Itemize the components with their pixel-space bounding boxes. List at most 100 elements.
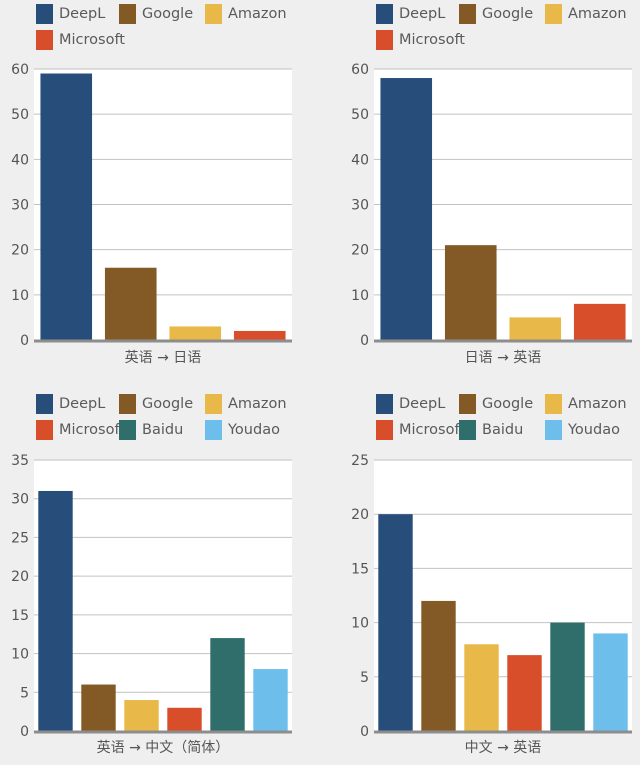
legend-item-youdao: Youdao <box>205 419 280 441</box>
y-tick-label: 25 <box>351 453 369 469</box>
y-tick-label: 40 <box>11 152 29 168</box>
y-tick-label: 60 <box>11 62 29 78</box>
plot-area <box>374 460 632 731</box>
y-tick-label: 60 <box>351 62 369 78</box>
x-axis-label: 英语 → 日语 <box>125 349 202 366</box>
y-tick-label: 50 <box>351 107 369 123</box>
legend-swatch <box>459 4 476 24</box>
bar-deepl <box>380 78 433 341</box>
chart-svg: 0 10 20 30 40 50 60 日语 → 英语 <box>351 62 632 366</box>
legend-label: DeepL <box>399 6 446 22</box>
legend-swatch <box>376 394 393 414</box>
bar-amazon <box>509 317 562 340</box>
bar-microsoft <box>573 303 626 340</box>
y-tick-label: 5 <box>360 670 369 686</box>
legend-item-microsoft: Microsoft <box>36 419 125 441</box>
legend-swatch <box>545 394 562 414</box>
bar-deepl <box>378 514 413 731</box>
legend-swatch <box>119 394 136 414</box>
x-axis-label: 英语 → 中文（简体） <box>97 739 230 756</box>
bar-baidu <box>210 638 245 731</box>
legend-item-baidu: Baidu <box>459 419 523 441</box>
legend-label: Google <box>142 396 194 412</box>
legend-item-baidu: Baidu <box>119 419 183 441</box>
bar-amazon <box>464 644 499 731</box>
legend-swatch <box>459 420 476 440</box>
legend-label: Amazon <box>568 396 627 412</box>
legend-item-deepl: DeepL <box>36 3 105 25</box>
y-tick-label: 10 <box>11 647 29 663</box>
y-tick-label: 10 <box>351 616 369 632</box>
legend-label: Amazon <box>228 396 287 412</box>
chart-panel-4: DeepL Google Amazon Microsoft Baidu Youdao 0 5 1… <box>340 390 640 756</box>
bar-microsoft <box>233 330 286 340</box>
chart-panel-1: DeepL Google Amazon Microsoft 0 10 20 30 40 50 60 英… <box>0 0 300 366</box>
y-tick-label: 40 <box>351 152 369 168</box>
legend-item-google: Google <box>119 393 193 415</box>
y-tick-label: 30 <box>11 492 29 508</box>
legend-label: Amazon <box>228 6 287 22</box>
legend-item-deepl: DeepL <box>376 3 445 25</box>
bar-baidu <box>550 622 585 731</box>
bar-google <box>81 684 116 731</box>
legend-swatch <box>36 394 53 414</box>
legend-swatch <box>119 420 136 440</box>
x-axis-label: 中文 → 英语 <box>465 739 542 756</box>
chart-panel-3: DeepL Google Amazon Microsoft Baidu Youdao 0 5 1… <box>0 390 300 756</box>
y-tick-label: 0 <box>360 724 369 740</box>
bar-amazon <box>169 326 222 340</box>
y-tick-label: 35 <box>11 453 29 469</box>
y-tick-label: 20 <box>11 243 29 259</box>
y-tick-label: 25 <box>11 530 29 546</box>
bar-youdao <box>593 633 628 731</box>
bar-youdao <box>253 669 288 731</box>
y-tick-label: 20 <box>351 243 369 259</box>
y-tick-label: 0 <box>20 333 29 349</box>
y-tick-label: 20 <box>11 569 29 585</box>
legend-label: Youdao <box>228 422 280 438</box>
legend-swatch <box>205 4 222 24</box>
legend-label: Baidu <box>142 422 184 438</box>
legend-item-amazon: Amazon <box>545 393 627 415</box>
legend-swatch <box>545 4 562 24</box>
legend-swatch <box>376 4 393 24</box>
y-tick-label: 20 <box>351 507 369 523</box>
legend-item-youdao: Youdao <box>545 419 620 441</box>
legend-swatch <box>205 394 222 414</box>
legend-swatch <box>376 30 393 50</box>
legend-item-amazon: Amazon <box>205 3 287 25</box>
legend-item-deepl: DeepL <box>36 393 105 415</box>
y-tick-label: 10 <box>351 288 369 304</box>
plot-area <box>34 460 292 731</box>
legend-label: Microsoft <box>399 32 465 48</box>
legend-item-google: Google <box>119 3 193 25</box>
legend-label: Google <box>482 6 534 22</box>
y-tick-label: 10 <box>11 288 29 304</box>
legend-item-microsoft: Microsoft <box>376 29 465 51</box>
legend-label: Google <box>482 396 534 412</box>
legend-item-amazon: Amazon <box>205 393 287 415</box>
chart-panel-2: DeepL Google Amazon Microsoft 0 10 20 30 40 50 60 日… <box>340 0 640 366</box>
chart-svg: 0 5 10 15 20 25 30 35 英语 → 中文（简体） <box>11 453 292 756</box>
legend-label: DeepL <box>59 396 106 412</box>
legend-swatch <box>205 420 222 440</box>
y-tick-label: 15 <box>351 561 369 577</box>
legend-label: Youdao <box>568 422 620 438</box>
bar-amazon <box>124 700 159 731</box>
bar-google <box>104 267 157 340</box>
legend-item-google: Google <box>459 3 533 25</box>
legend-label: DeepL <box>59 6 106 22</box>
legend-swatch <box>459 394 476 414</box>
bar-microsoft <box>507 655 542 731</box>
legend-swatch <box>119 4 136 24</box>
chart-svg: 0 5 10 15 20 25 中文 → 英语 <box>351 453 632 756</box>
legend-label: Google <box>142 6 194 22</box>
bar-deepl <box>38 490 73 731</box>
y-tick-label: 30 <box>351 198 369 214</box>
legend-label: Microsoft <box>59 32 125 48</box>
legend-swatch <box>376 420 393 440</box>
legend-item-deepl: DeepL <box>376 393 445 415</box>
y-tick-label: 5 <box>20 685 29 701</box>
bar-google <box>421 600 456 731</box>
legend-item-amazon: Amazon <box>545 3 627 25</box>
